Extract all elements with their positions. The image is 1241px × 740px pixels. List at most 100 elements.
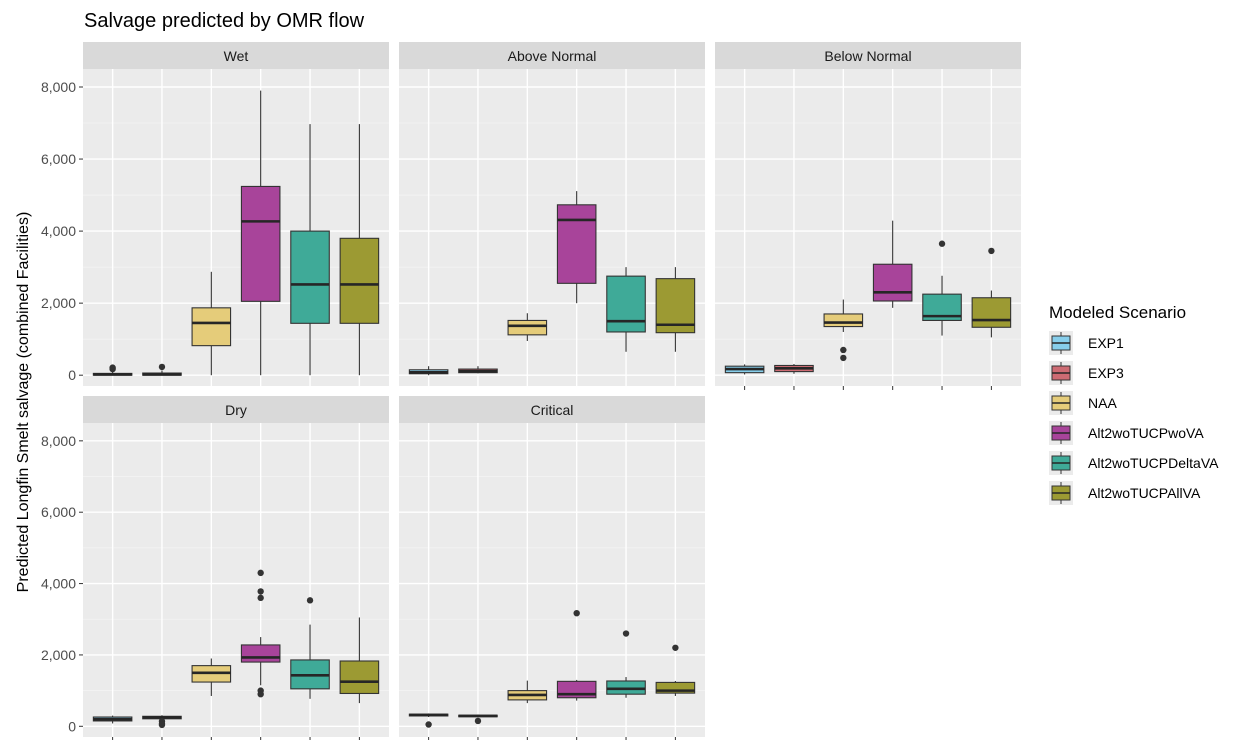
iqr-box — [971, 297, 1012, 328]
strip-label: Wet — [224, 48, 249, 64]
box-alt2wotucpwova — [556, 609, 597, 701]
strip-background — [399, 396, 705, 423]
box-alt2wotucpallva — [971, 247, 1012, 338]
panel-below-normal: Below Normal — [715, 42, 1021, 390]
y-axis-label: Predicted Longfin Smelt salvage (combine… — [15, 212, 32, 593]
panel-background — [715, 69, 1021, 386]
box-alt2wotucpallva — [655, 644, 696, 696]
box-alt2wotucpallva — [339, 617, 380, 704]
box-exp3 — [142, 363, 182, 376]
legend-entry-alt2wotucpallva: Alt2woTUCPAllVA — [1049, 481, 1201, 505]
panel-background — [399, 423, 705, 737]
box-alt2wotucpwova — [240, 90, 281, 376]
outlier-point — [257, 588, 264, 595]
iqr-box — [823, 313, 864, 328]
outlier-point — [988, 247, 995, 255]
box-naa — [191, 271, 232, 376]
legend-entry-alt2wotucpdeltava: Alt2woTUCPDeltaVA — [1049, 451, 1219, 475]
box-alt2wotucpwova — [240, 569, 281, 698]
strip-label: Dry — [225, 402, 247, 418]
box-alt2wotucpdeltava — [290, 124, 330, 376]
legend-entry-naa: NAA — [1049, 391, 1117, 415]
legend-entry-alt2wotucpwova: Alt2woTUCPwoVA — [1049, 421, 1204, 445]
legend-label: Alt2woTUCPAllVA — [1088, 485, 1201, 501]
box-naa — [191, 658, 232, 696]
strip-background — [715, 42, 1021, 69]
legend-label: EXP1 — [1088, 335, 1124, 351]
y-tick-label: 6,000 — [41, 504, 76, 520]
box-exp3 — [142, 715, 182, 729]
box-alt2wotucpdeltava — [922, 240, 962, 336]
box-exp1 — [724, 364, 765, 375]
iqr-box — [872, 263, 913, 302]
outlier-point — [840, 354, 847, 362]
legend-label: Alt2woTUCPDeltaVA — [1088, 455, 1219, 471]
y-tick-label: 8,000 — [41, 79, 76, 95]
box-exp1 — [92, 364, 133, 376]
outlier-point — [425, 721, 432, 728]
iqr-box — [655, 681, 696, 694]
panel-background — [83, 69, 389, 386]
y-tick-label: 6,000 — [41, 151, 76, 167]
y-tick-label: 2,000 — [41, 647, 76, 663]
outlier-point — [109, 364, 116, 371]
strip-background — [399, 42, 705, 69]
facet-panels: Wet 0 2,000 4,000 6,000 8,000 Above Normal Belo… — [41, 42, 1021, 740]
strip-label: Critical — [531, 402, 574, 418]
panel-background — [399, 69, 705, 386]
box-alt2wotucpdeltava — [606, 630, 646, 698]
panel-wet: Wet 0 2,000 4,000 6,000 8,000 — [41, 42, 389, 386]
outlier-point — [257, 569, 264, 577]
panel-critical: Critical — [399, 396, 705, 740]
outlier-point — [573, 609, 580, 617]
iqr-box — [606, 275, 646, 333]
chart-title: Salvage predicted by OMR flow — [84, 10, 365, 32]
iqr-box — [507, 319, 548, 336]
box-exp1 — [408, 366, 449, 376]
legend-entry-exp1: EXP1 — [1049, 331, 1124, 355]
box-alt2wotucpallva — [655, 267, 696, 352]
box-exp1 — [408, 713, 449, 728]
box-alt2wotucpwova — [872, 220, 913, 308]
box-exp3 — [458, 366, 498, 374]
legend-entry-exp3: EXP3 — [1049, 361, 1124, 385]
strip-background — [83, 396, 389, 423]
outlier-point — [158, 363, 166, 371]
iqr-box — [191, 307, 232, 347]
box-alt2wotucpwova — [556, 191, 597, 304]
box-exp3 — [458, 714, 498, 725]
strip-background — [83, 42, 389, 69]
strip-label: Above Normal — [508, 48, 597, 64]
strip-label: Below Normal — [824, 48, 911, 64]
legend-label: EXP3 — [1088, 365, 1124, 381]
panel-above-normal: Above Normal — [399, 42, 705, 386]
legend: Modeled Scenario EXP1 EXP3 NAA Alt2woTUCPwoV… — [1049, 303, 1219, 505]
legend-title: Modeled Scenario — [1049, 303, 1186, 322]
outlier-point — [257, 690, 264, 698]
panel-dry: Dry 0 2,000 4,000 6,000 8,000 — [41, 396, 389, 740]
outlier-point — [622, 630, 630, 637]
outlier-point — [257, 594, 264, 602]
box-alt2wotucpdeltava — [290, 597, 330, 699]
outlier-point — [474, 717, 482, 725]
box-alt2wotucpdeltava — [606, 267, 646, 352]
outlier-point — [306, 597, 314, 604]
y-tick-label: 0 — [68, 718, 76, 734]
outlier-point — [938, 240, 946, 247]
y-tick-label: 4,000 — [41, 223, 76, 239]
box-naa — [507, 680, 548, 704]
box-exp1 — [92, 715, 133, 724]
y-tick-label: 2,000 — [41, 295, 76, 311]
box-naa — [823, 299, 864, 362]
outlier-point — [840, 346, 847, 354]
iqr-box — [556, 204, 597, 284]
y-tick-label: 8,000 — [41, 433, 76, 449]
box-exp3 — [774, 364, 814, 374]
box-naa — [507, 313, 548, 341]
legend-label: NAA — [1088, 395, 1117, 411]
iqr-box — [339, 660, 380, 695]
iqr-box — [290, 230, 330, 324]
iqr-box — [240, 185, 281, 302]
y-tick-label: 4,000 — [41, 576, 76, 592]
